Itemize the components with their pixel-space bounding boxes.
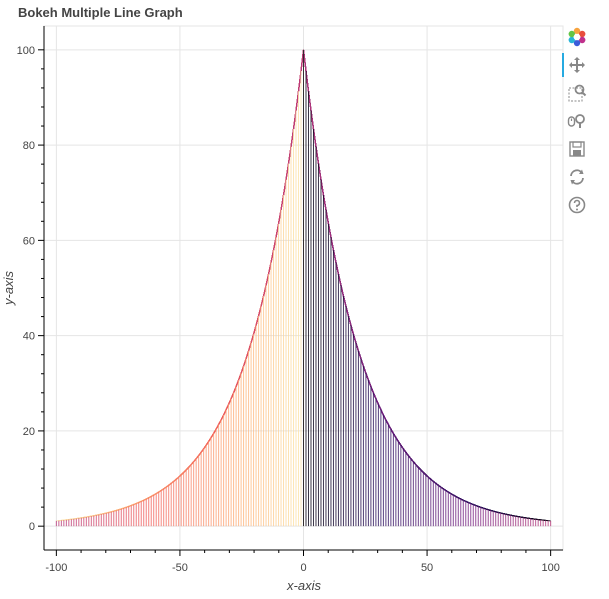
x-ticks: -100 -50 0 50 100 bbox=[45, 550, 560, 574]
series-line bbox=[303, 49, 442, 488]
x-tick-label: 100 bbox=[541, 562, 559, 574]
x-tick-label: -100 bbox=[45, 562, 67, 574]
pan-tool-button[interactable] bbox=[562, 52, 591, 78]
y-tick-label: 100 bbox=[17, 45, 35, 57]
series-line bbox=[61, 49, 304, 521]
toolbar bbox=[562, 22, 595, 220]
series-line bbox=[160, 49, 304, 491]
series-line bbox=[303, 49, 447, 491]
save-tool-button[interactable] bbox=[563, 136, 591, 162]
series-line bbox=[303, 49, 499, 513]
series-line bbox=[303, 49, 467, 502]
series-line bbox=[63, 49, 304, 521]
series-line bbox=[116, 49, 304, 511]
series-line bbox=[303, 49, 476, 506]
series-line bbox=[175, 49, 304, 480]
series-line bbox=[81, 49, 304, 519]
series-line bbox=[303, 49, 382, 411]
series-line bbox=[126, 49, 304, 508]
help-icon bbox=[568, 196, 586, 214]
pan-icon bbox=[569, 57, 585, 73]
series-line bbox=[76, 49, 304, 520]
series-line bbox=[180, 49, 304, 476]
series-line bbox=[303, 49, 524, 518]
series-line bbox=[303, 49, 514, 517]
series-line bbox=[91, 49, 304, 517]
x-tick-label: 50 bbox=[421, 562, 433, 574]
series-line bbox=[303, 49, 481, 508]
series-line bbox=[96, 49, 304, 516]
series-line bbox=[303, 49, 342, 286]
series-line bbox=[210, 49, 304, 438]
series-line bbox=[303, 49, 546, 521]
series-line bbox=[303, 49, 529, 519]
reset-tool-button[interactable] bbox=[563, 164, 591, 190]
chart-title: Bokeh Multiple Line Graph bbox=[18, 5, 183, 20]
save-icon bbox=[569, 141, 585, 157]
series-lines bbox=[55, 49, 552, 527]
series-line bbox=[93, 49, 304, 517]
y-tick-label: 80 bbox=[23, 140, 35, 152]
y-tick-label: 40 bbox=[23, 331, 35, 343]
series-line bbox=[303, 49, 526, 519]
series-line bbox=[303, 49, 516, 517]
wheel-zoom-tool-button[interactable] bbox=[563, 108, 591, 134]
series-line bbox=[303, 49, 462, 500]
series-line bbox=[195, 49, 304, 460]
series-line bbox=[303, 49, 432, 480]
y-axis-label: y-axis bbox=[1, 271, 16, 306]
series-line bbox=[265, 49, 304, 286]
series-line bbox=[303, 49, 511, 516]
series-line bbox=[165, 49, 304, 488]
series-line bbox=[303, 49, 427, 476]
series-line bbox=[240, 49, 304, 374]
series-line bbox=[303, 49, 491, 511]
series-line bbox=[303, 49, 377, 399]
reset-icon bbox=[570, 169, 584, 185]
box-zoom-icon bbox=[568, 84, 587, 102]
y-tick-label: 0 bbox=[29, 521, 35, 533]
series-line bbox=[275, 49, 304, 238]
x-axis-label: x-axis bbox=[286, 578, 321, 593]
series-line bbox=[303, 49, 412, 460]
series-line bbox=[303, 49, 367, 374]
series-line bbox=[78, 49, 304, 519]
y-tick-label: 60 bbox=[23, 235, 35, 247]
series-line bbox=[83, 49, 304, 518]
series-line bbox=[145, 49, 304, 500]
series-line bbox=[190, 49, 304, 465]
box-zoom-tool-button[interactable] bbox=[563, 80, 591, 106]
x-tick-label: -50 bbox=[172, 562, 188, 574]
series-line bbox=[215, 49, 304, 430]
series-line bbox=[303, 49, 541, 521]
series-line bbox=[303, 49, 397, 438]
series-line bbox=[303, 49, 362, 359]
series-line bbox=[303, 49, 392, 430]
wheel-zoom-icon bbox=[567, 114, 585, 128]
help-tool-button[interactable] bbox=[563, 192, 591, 218]
series-line bbox=[108, 49, 304, 513]
series-line bbox=[303, 49, 332, 238]
x-tick-label: 0 bbox=[300, 562, 306, 574]
bokeh-logo-icon[interactable] bbox=[563, 24, 591, 50]
series-line bbox=[58, 49, 304, 522]
y-ticks: 0 20 40 60 80 100 bbox=[17, 45, 44, 533]
series-line bbox=[303, 49, 549, 522]
y-tick-label: 20 bbox=[23, 426, 35, 438]
series-line bbox=[303, 49, 509, 516]
series-line bbox=[225, 49, 304, 411]
series-line bbox=[131, 49, 304, 506]
series-line bbox=[230, 49, 304, 399]
series-line bbox=[260, 49, 304, 307]
series-line bbox=[245, 49, 304, 359]
series-line bbox=[98, 49, 304, 516]
series-line bbox=[303, 49, 531, 520]
series-line bbox=[303, 49, 544, 521]
series-line bbox=[140, 49, 304, 502]
series-line bbox=[66, 49, 304, 521]
series-line bbox=[303, 49, 347, 307]
series-line bbox=[303, 49, 417, 465]
